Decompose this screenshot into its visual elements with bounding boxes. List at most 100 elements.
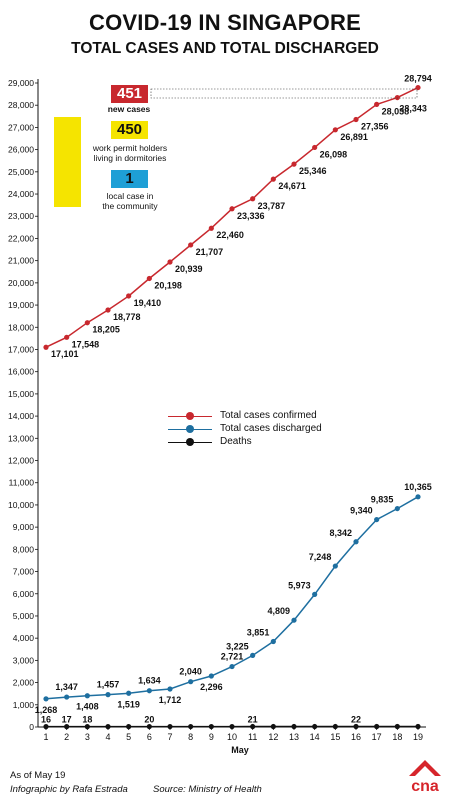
data-point <box>312 723 318 730</box>
data-label: 18,205 <box>92 325 120 335</box>
data-label: 1,268 <box>35 705 58 715</box>
y-tick-label: 23,000 <box>8 211 34 221</box>
page-subtitle: TOTAL CASES AND TOTAL DISCHARGED <box>71 40 379 57</box>
data-point <box>84 320 90 326</box>
data-point <box>270 176 276 182</box>
x-tick-label: 2 <box>64 732 69 742</box>
data-label: 5,973 <box>288 580 311 590</box>
y-tick-label: 19,000 <box>8 300 34 310</box>
y-tick-label: 28,000 <box>8 100 34 110</box>
data-point <box>64 334 70 340</box>
x-tick-label: 18 <box>392 732 402 742</box>
data-label: 24,671 <box>278 181 306 191</box>
data-point <box>229 723 235 730</box>
data-label: 26,098 <box>320 149 348 159</box>
new-cases-caption: new cases <box>107 104 151 114</box>
data-point <box>415 494 421 500</box>
data-label: 19,410 <box>134 298 162 308</box>
data-point <box>105 724 111 730</box>
data-point <box>229 663 235 670</box>
data-label: 20,198 <box>154 280 182 290</box>
x-tick-label: 12 <box>268 732 278 742</box>
y-tick-label: 20,000 <box>8 278 34 288</box>
y-tick-label: 9,000 <box>13 522 35 532</box>
data-point <box>291 723 297 730</box>
data-label: 25,346 <box>299 166 327 176</box>
new-cases-badge: 451 <box>111 85 148 103</box>
x-tick-label: 10 <box>227 732 237 742</box>
x-tick-label: 6 <box>147 732 152 742</box>
community-caption-line1: local case in <box>106 191 154 201</box>
data-label: 2,721 <box>221 652 244 662</box>
x-tick-label: 1 <box>43 732 48 742</box>
data-point <box>270 638 276 645</box>
y-tick-label: 1,000 <box>13 700 35 710</box>
infographic-credit: Infographic by Rafa Estrada <box>10 784 128 795</box>
x-tick-label: 17 <box>372 732 382 742</box>
cna-logo-text: cna <box>411 778 439 794</box>
data-label: 17,101 <box>51 349 79 359</box>
data-point <box>43 696 49 702</box>
cna-logo: cna <box>405 758 445 795</box>
data-point <box>332 127 338 133</box>
y-tick-label: 15,000 <box>8 389 34 399</box>
y-tick-label: 12,000 <box>8 456 34 466</box>
x-tick-label: 11 <box>248 732 257 742</box>
data-point <box>84 724 90 730</box>
data-point <box>291 161 297 167</box>
data-label: 28,794 <box>404 74 432 84</box>
data-point <box>374 101 380 107</box>
data-point <box>105 692 111 698</box>
data-point <box>126 690 132 696</box>
data-label: 18 <box>82 715 92 725</box>
y-tick-label: 3,000 <box>13 655 35 665</box>
data-point <box>353 723 359 730</box>
y-tick-label: 29,000 <box>8 78 34 88</box>
yellow-bar-decoration <box>54 117 81 207</box>
x-tick-label: 7 <box>167 732 172 742</box>
x-tick-label: 8 <box>188 732 193 742</box>
data-label: 23,336 <box>237 211 265 221</box>
data-point <box>332 563 338 569</box>
data-label: 26,891 <box>340 132 368 142</box>
cna-logo-mark: cna <box>409 760 441 795</box>
data-label: 1,408 <box>76 702 99 712</box>
page-title: COVID-19 IN SINGAPORE <box>89 10 361 35</box>
data-point <box>291 617 297 623</box>
legend-label: Total cases discharged <box>220 423 322 434</box>
y-tick-label: 13,000 <box>8 433 34 443</box>
data-point <box>415 723 421 730</box>
data-label: 27,356 <box>361 122 389 132</box>
data-label: 1,519 <box>117 699 140 709</box>
community-caption-line2: the community <box>102 201 158 211</box>
y-tick-label: 5,000 <box>13 611 35 621</box>
data-label: 22,460 <box>216 230 244 240</box>
y-tick-label: 6,000 <box>13 589 35 599</box>
x-tick-label: 14 <box>310 732 320 742</box>
as-of-date: As of May 19 <box>10 770 66 781</box>
data-point <box>167 259 173 265</box>
chart-marks <box>43 84 421 730</box>
chart-axes: 0 1,000 2,000 3,000 4,000 5,000 6,000 7,000 8,00… <box>8 78 426 755</box>
data-point <box>146 275 152 282</box>
legend-swatch-dot <box>186 425 194 433</box>
x-tick-label: 9 <box>209 732 214 742</box>
x-tick-label: 5 <box>126 732 131 742</box>
data-point <box>64 694 70 700</box>
legend-swatch-dot <box>186 438 194 446</box>
data-point <box>126 293 132 299</box>
data-label: 21,707 <box>196 247 224 257</box>
data-point <box>250 652 256 658</box>
x-axis-label: May <box>231 745 249 755</box>
x-tick-label: 4 <box>105 732 110 742</box>
data-label: 17,548 <box>72 339 100 349</box>
data-label: 3,851 <box>247 627 270 637</box>
data-point <box>64 724 70 730</box>
data-point <box>105 307 111 313</box>
y-tick-label: 0 <box>29 722 34 732</box>
data-point <box>208 723 214 730</box>
data-label: 9,835 <box>371 495 394 505</box>
x-tick-label: 15 <box>330 732 340 742</box>
data-point <box>43 344 49 350</box>
